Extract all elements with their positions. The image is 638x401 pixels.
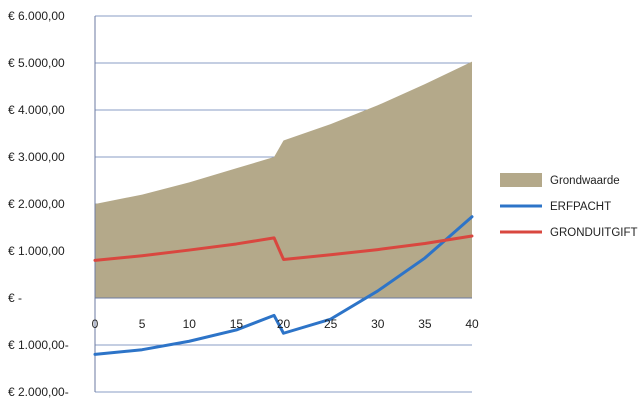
y-tick-label: € 4.000,00 [8,103,65,117]
x-tick-label: 25 [324,317,338,331]
y-tick-label: € 2.000,00 [8,197,65,211]
legend-label: Grondwaarde [550,175,620,187]
y-tick-label: € - [8,291,22,305]
x-axis-ticks: 0 5 10 15 20 25 30 35 40 [92,317,479,331]
x-tick-label: 35 [418,317,432,331]
y-tick-label: € 2.000,00- [8,385,69,399]
line-layer [93,215,474,356]
series-line-erfpacht [93,215,474,356]
legend-label: GRONDUITGIFTE [550,227,638,239]
x-tick-label: 15 [230,317,244,331]
series-line-gronduitgifte [93,234,474,262]
x-tick-label: 5 [139,317,146,331]
y-tick-label: € 1.000,00 [8,244,65,258]
legend-swatch [500,173,542,187]
legend: Grondwaarde ERFPACHT GRONDUITGIFTE [500,173,638,239]
series-area-grondwaarde [95,61,472,299]
x-tick-label: 20 [277,317,291,331]
x-tick-label: 10 [183,317,197,331]
x-tick-label: 30 [371,317,385,331]
y-tick-label: € 5.000,00 [8,56,65,70]
y-tick-label: € 1.000,00- [8,338,69,352]
x-axis [94,16,472,392]
y-tick-label: € 6.000,00 [8,9,65,23]
area-layer [95,61,472,299]
x-tick-label: 40 [465,317,479,331]
y-tick-label: € 3.000,00 [8,150,65,164]
y-axis-ticks: € 6.000,00 € 5.000,00 € 4.000,00 € 3.000,00… [8,9,69,399]
x-tick-label: 0 [92,317,99,331]
legend-label: ERFPACHT [550,201,611,213]
